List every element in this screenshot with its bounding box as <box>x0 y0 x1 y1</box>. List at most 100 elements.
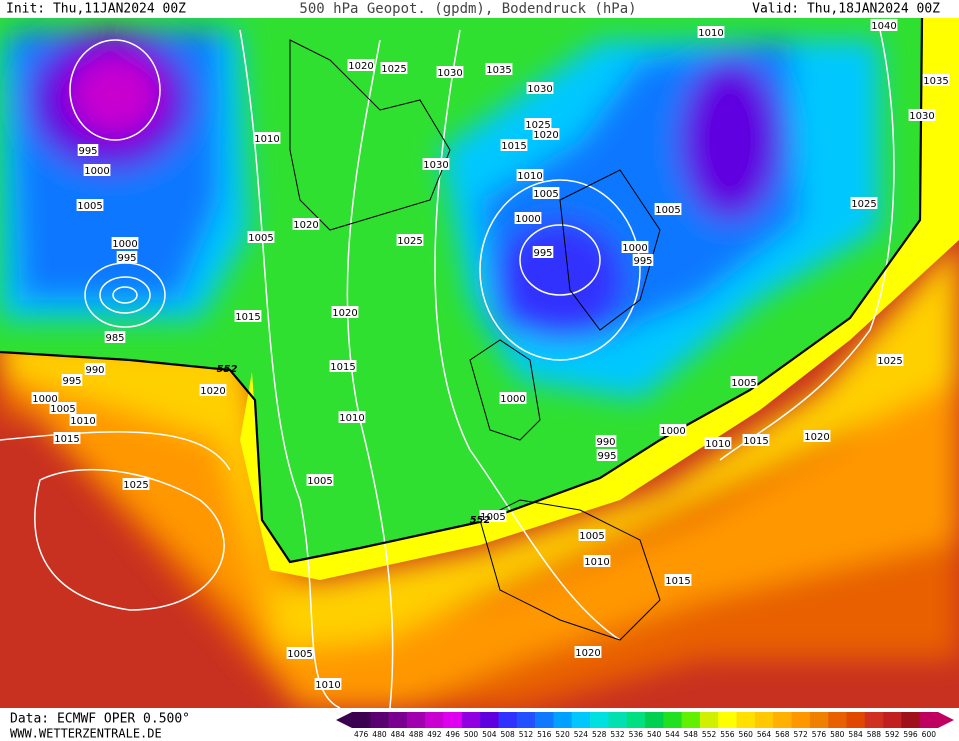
isobar-label-box <box>578 529 606 541</box>
isobar-label: 1005 <box>731 378 756 389</box>
isobar-label-box <box>499 392 527 404</box>
isobar-label-box <box>111 237 139 249</box>
colorbar-label: 560 <box>739 730 754 739</box>
isobar-label-box <box>524 118 552 130</box>
colorbar-label: 516 <box>537 730 552 739</box>
colorbar-label: 500 <box>464 730 479 739</box>
isobar-label-box <box>61 374 83 386</box>
isobar-label-box <box>485 63 513 75</box>
isobar-label: 1015 <box>54 434 79 445</box>
isobar-label-box <box>803 430 831 442</box>
isobar-label: 1005 <box>248 233 273 244</box>
isobar-label-box <box>116 251 138 263</box>
isobar-label: 1005 <box>655 205 680 216</box>
isobar-label: 1010 <box>254 134 279 145</box>
contour-label: 552 <box>470 515 491 526</box>
isobar-label-box <box>664 574 692 586</box>
colorbar-cell <box>516 712 536 728</box>
isobar-label: 1035 <box>486 65 511 76</box>
isobar-label: 1010 <box>339 413 364 424</box>
colorbar-label: 600 <box>922 730 937 739</box>
isobar-label-box <box>122 478 150 490</box>
colorbar-label: 592 <box>885 730 900 739</box>
isobar-label: 1010 <box>698 28 723 39</box>
isobar-label-box <box>329 360 357 372</box>
colorbar-label: 524 <box>574 730 589 739</box>
colorbar-cell <box>626 712 646 728</box>
colorbar-label: 568 <box>775 730 790 739</box>
contour-552 <box>0 18 924 564</box>
isobar-label-box <box>532 187 560 199</box>
colorbar-label: 484 <box>391 730 406 739</box>
colorbar-cell <box>864 712 884 728</box>
isobar-label-box <box>104 331 126 343</box>
isobar-label: 1000 <box>32 394 57 405</box>
colorbar-cell <box>608 712 627 728</box>
isobar-label-box <box>922 74 950 86</box>
isobar-label-box <box>234 310 262 322</box>
colorbar-label: 532 <box>610 730 625 739</box>
colorbar-cell <box>919 712 939 728</box>
colorbar-cell <box>791 712 811 728</box>
isobar-label-box <box>286 647 314 659</box>
isobar-label: 1010 <box>70 416 95 427</box>
colorbar-cell <box>461 712 481 728</box>
isobar-label: 990 <box>596 437 615 448</box>
colorbar-label: 480 <box>372 730 387 739</box>
colorbar-cell <box>809 712 829 728</box>
colorbar-cell <box>699 712 719 728</box>
colorbar-label: 528 <box>592 730 607 739</box>
colorbar-label: 496 <box>446 730 461 739</box>
isobar-label-box <box>532 246 554 258</box>
colorbar-label: 584 <box>848 730 863 739</box>
isobar-label: 1015 <box>330 362 355 373</box>
isobar-label-box <box>876 354 904 366</box>
isobar-label: 1015 <box>235 312 260 323</box>
isobar-label: 1015 <box>743 436 768 447</box>
isobar-label: 995 <box>533 248 552 259</box>
colorbar-label: 492 <box>427 730 442 739</box>
isobar-label-box <box>338 411 366 423</box>
colorbar-arrow <box>336 712 352 728</box>
colorbar-label: 512 <box>519 730 534 739</box>
colorbar-cell <box>773 712 792 728</box>
colorbar-cell <box>352 712 371 728</box>
isobar-label: 1020 <box>348 61 373 72</box>
isobar-label: 990 <box>85 365 104 376</box>
isobar-label-box <box>306 474 334 486</box>
isobar-label-box <box>479 510 507 522</box>
isobar-label: 1015 <box>501 141 526 152</box>
isobar-label: 1000 <box>84 166 109 177</box>
isobar-label: 1040 <box>871 21 896 32</box>
colorbar-cell <box>883 712 902 728</box>
colorbar-label: 572 <box>793 730 808 739</box>
isobar-label: 1020 <box>293 220 318 231</box>
isobar-label: 1020 <box>804 432 829 443</box>
isobar-label-box <box>632 254 654 266</box>
colorbar-cell <box>828 712 847 728</box>
isobar-label: 1005 <box>287 649 312 660</box>
isobar-label: 1020 <box>533 130 558 141</box>
colorbar-cell <box>498 712 518 728</box>
isobar-label: 1030 <box>909 111 934 122</box>
isobar-label: 1005 <box>480 512 505 523</box>
isobar-label-box <box>532 128 560 140</box>
isobar-label-box <box>77 144 99 156</box>
isobar-label-box <box>596 449 618 461</box>
isobar-label-box <box>53 432 81 444</box>
isobar-label-box <box>659 424 687 436</box>
isobar-label-box <box>331 306 359 318</box>
isobar-label-box <box>84 363 106 375</box>
isobar-label-box <box>697 26 725 38</box>
colorbar-label: 536 <box>629 730 644 739</box>
coastlines <box>289 39 661 641</box>
isobar-label-box <box>83 164 111 176</box>
colorbar-label: 564 <box>757 730 772 739</box>
colorbar-label: 576 <box>812 730 827 739</box>
isobar-label-box <box>69 414 97 426</box>
isobar-label-box <box>436 66 464 78</box>
isobar-label: 1030 <box>423 160 448 171</box>
isobar-label-box <box>396 234 424 246</box>
colorbar-cell <box>590 712 609 728</box>
isobar-label: 1010 <box>315 680 340 691</box>
